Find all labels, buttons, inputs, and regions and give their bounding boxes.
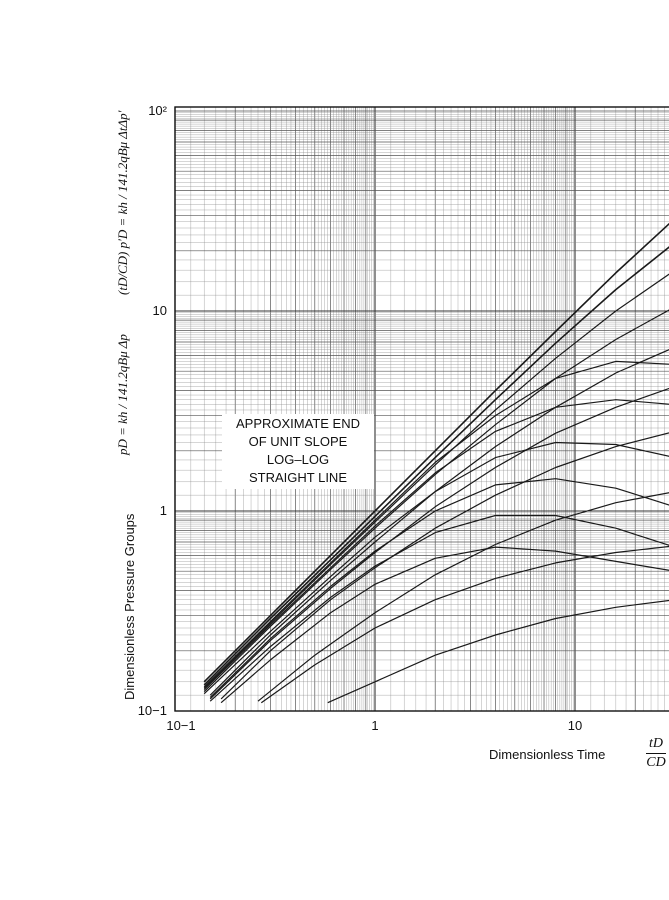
type-curve-line [203, 246, 669, 686]
y-axis-title: Dimensionless Pressure Groups [122, 513, 137, 700]
plot-frame [174, 106, 669, 712]
y-tick-label: 10² [148, 103, 167, 118]
y-axis-pd-label: pD = kh / 141.2qBμ Δp [115, 334, 130, 456]
y-axis-title-group: Dimensionless Pressure Groups [122, 513, 137, 700]
axis-ticks: 10−1 1 10 10² 10−1 1 10 [138, 103, 583, 733]
y-axis-pd-formula: pD = kh / 141.2qBμ Δp [115, 334, 130, 456]
type-curve-line [203, 273, 669, 689]
x-axis-fraction-denominator: CD [646, 755, 666, 770]
annotation-line-4: STRAIGHT LINE [248, 470, 347, 485]
x-tick-label: 10−1 [166, 718, 195, 733]
y-tick-label: 10 [153, 303, 167, 318]
type-curve-line [209, 387, 669, 700]
annotation-line-1: APPROXIMATE END [235, 416, 360, 431]
type-curve-line [257, 492, 669, 702]
x-tick-label: 10 [568, 718, 582, 733]
type-curve-line [209, 514, 669, 702]
annotation-line-3: LOG–LOG [266, 452, 330, 467]
type-curve-line [327, 599, 669, 704]
type-curve-line [220, 432, 669, 700]
type-curve-line [220, 546, 669, 704]
unit-slope-annotation: APPROXIMATE END OF UNIT SLOPE LOG–LOG ST… [222, 414, 374, 489]
y-axis-derivative-formula: (tD/CD) p′D = kh / 141.2qBμ ΔtΔp′ [115, 110, 130, 295]
type-curve-line [203, 222, 669, 683]
type-curve-line [203, 360, 669, 688]
type-curve-line [209, 478, 669, 698]
plot-grid [174, 107, 669, 712]
y-tick-label: 1 [160, 503, 167, 518]
annotation-line-2: OF UNIT SLOPE [248, 434, 348, 449]
y-axis-derivative-label: (tD/CD) p′D = kh / 141.2qBμ ΔtΔp′ [115, 110, 130, 295]
x-axis-fraction-numerator: tD [649, 736, 663, 751]
type-curve-line [260, 545, 669, 704]
y-tick-label: 10−1 [138, 703, 167, 718]
x-axis-fraction: tD CD [646, 736, 666, 771]
type-curves [203, 222, 669, 704]
fraction-bar [646, 753, 666, 754]
type-curve-line [203, 309, 669, 693]
type-curve-line [203, 441, 669, 695]
x-tick-label: 1 [371, 718, 378, 733]
x-axis-title: Dimensionless Time [489, 747, 606, 762]
type-curve-line [203, 399, 669, 691]
